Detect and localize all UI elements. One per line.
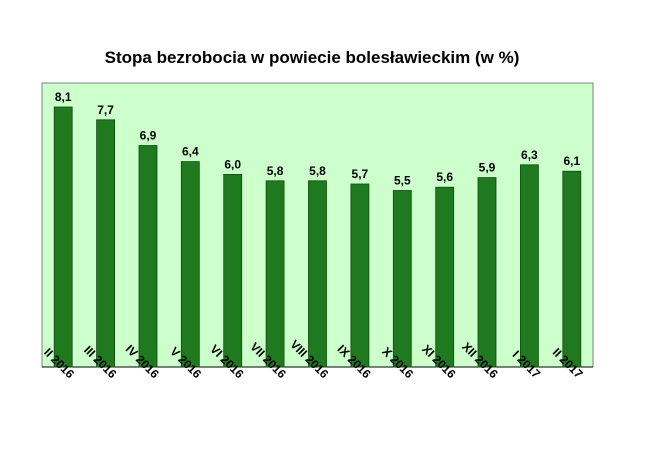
bar xyxy=(392,190,412,368)
data-labels: 8,1 7,7 6,9 6,4 6,0 5,8 5,8 5,7 5,5 5,6 5,9 6,3 6,1 xyxy=(55,90,581,188)
data-label: 7,7 xyxy=(97,103,114,117)
bar xyxy=(180,161,200,368)
data-label: 8,1 xyxy=(55,90,72,104)
bar xyxy=(435,186,455,368)
data-label: 5,8 xyxy=(309,164,326,178)
bar xyxy=(520,164,539,368)
bar xyxy=(477,177,497,368)
data-label: 5,6 xyxy=(436,170,453,184)
data-label: 5,7 xyxy=(352,167,369,181)
chart-title: Stopa bezrobocia w powiecie bolesławieck… xyxy=(105,48,520,67)
bar xyxy=(96,119,115,368)
bar xyxy=(350,183,370,368)
data-label: 6,3 xyxy=(521,148,538,162)
bar xyxy=(308,180,327,368)
bar xyxy=(265,180,285,368)
data-label: 6,9 xyxy=(140,129,157,143)
bar xyxy=(138,145,158,368)
data-label: 6,0 xyxy=(224,157,241,171)
bars xyxy=(53,106,582,368)
data-label: 6,1 xyxy=(563,154,580,168)
data-label: 6,4 xyxy=(182,145,199,159)
bar xyxy=(562,170,582,368)
bar xyxy=(223,173,243,368)
data-label: 5,8 xyxy=(267,164,284,178)
bar xyxy=(53,106,73,368)
data-label: 5,9 xyxy=(479,161,496,175)
data-label: 5,5 xyxy=(394,174,411,188)
